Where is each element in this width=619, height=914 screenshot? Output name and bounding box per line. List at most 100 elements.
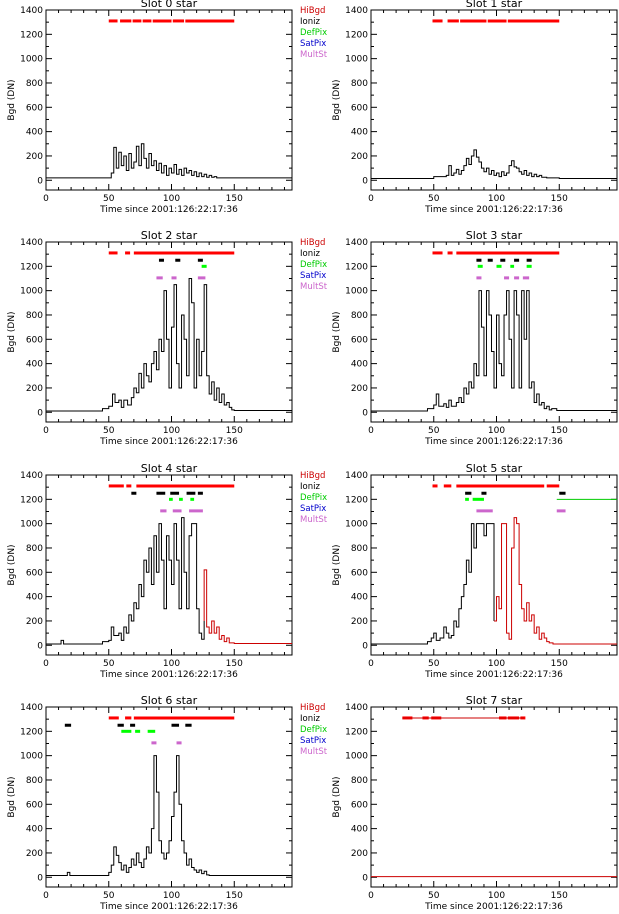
y-tick-label: 600	[351, 800, 368, 810]
x-tick-label: 150	[226, 659, 243, 669]
chart-panel-0: Slot 0 star 0 50 100 150 0 200 400 600 800 1000 120…	[7, 0, 328, 215]
chart-panel-5: Slot 5 star 0 50 100 150 0 200 400 600 800 1000 120…	[332, 462, 618, 680]
y-tick-label: 600	[26, 568, 43, 578]
legend-entry-ioniz: Ioniz	[300, 249, 320, 259]
y-tick-label: 1200	[345, 727, 368, 737]
y-tick-label: 200	[351, 152, 368, 162]
y-tick-label: 1400	[345, 703, 368, 713]
plot-area	[46, 251, 292, 412]
y-tick-label: 1200	[20, 495, 43, 505]
y-tick-label: 400	[351, 128, 368, 138]
x-axis-label: Time since 2001:126:22:17:36	[99, 670, 238, 680]
y-tick-label: 1000	[345, 287, 368, 297]
x-tick-label: 150	[551, 659, 568, 669]
y-tick-label: 1000	[20, 55, 43, 65]
chart-title: Slot 0 star	[141, 0, 198, 10]
x-tick-label: 0	[43, 659, 49, 669]
x-tick-label: 0	[43, 194, 49, 204]
chart-panel-6: Slot 6 star 0 50 100 150 0 200 400 600 800 1000 120…	[7, 694, 328, 912]
plot-area	[371, 484, 617, 645]
x-tick-label: 150	[226, 891, 243, 901]
y-tick-label: 400	[351, 360, 368, 370]
y-axis-label: Bgd (DN)	[332, 311, 342, 352]
y-tick-label: 1200	[20, 262, 43, 272]
plot-area	[371, 19, 617, 179]
chart-panel-7: Slot 7 star 0 50 100 150 0 200 400 600 800 1000 120…	[332, 694, 618, 912]
y-tick-label: 1000	[20, 287, 43, 297]
y-axis-label: Bgd (DN)	[7, 776, 17, 817]
y-tick-label: 200	[26, 617, 43, 627]
y-tick-label: 800	[26, 776, 43, 786]
x-tick-label: 0	[368, 891, 374, 901]
x-tick-label: 150	[226, 426, 243, 436]
y-tick-label: 1200	[345, 262, 368, 272]
y-tick-label: 200	[26, 384, 43, 394]
y-tick-label: 800	[26, 79, 43, 89]
y-axis-label: Bgd (DN)	[332, 776, 342, 817]
legend-entry-hibgd: HiBgd	[300, 471, 325, 481]
y-tick-label: 400	[26, 128, 43, 138]
legend-entry-defpix: DefPix	[300, 28, 327, 38]
x-tick-label: 100	[163, 194, 180, 204]
legend-entry-multst: MultSt	[300, 50, 328, 60]
x-axis-label: Time since 2001:126:22:17:36	[99, 205, 238, 215]
y-tick-label: 0	[37, 408, 43, 418]
x-tick-label: 100	[488, 426, 505, 436]
y-tick-label: 0	[362, 641, 368, 651]
plot-area	[371, 716, 617, 878]
x-tick-label: 50	[103, 194, 115, 204]
y-axis-label: Bgd (DN)	[7, 311, 17, 352]
y-tick-label: 600	[26, 800, 43, 810]
chart-title: Slot 1 star	[466, 0, 523, 10]
chart-panel-3: Slot 3 star 0 50 100 150 0 200 400 600 800 1000 120…	[332, 229, 618, 447]
y-tick-label: 800	[26, 544, 43, 554]
x-tick-label: 50	[103, 659, 115, 669]
y-tick-label: 800	[351, 79, 368, 89]
x-tick-label: 50	[428, 891, 440, 901]
chart-panel-4: Slot 4 star 0 50 100 150 0 200 400 600 800 1000 120…	[7, 462, 328, 680]
y-tick-label: 1200	[345, 30, 368, 40]
background-series-line-1	[494, 517, 617, 645]
legend-entry-satpix: SatPix	[300, 736, 326, 746]
x-axis-label: Time since 2001:126:22:17:36	[424, 670, 563, 680]
x-tick-label: 50	[428, 426, 440, 436]
x-tick-label: 100	[163, 891, 180, 901]
y-tick-label: 1400	[20, 703, 43, 713]
y-tick-label: 0	[362, 408, 368, 418]
y-tick-label: 1400	[20, 238, 43, 248]
y-tick-label: 600	[26, 335, 43, 345]
background-series-line-0	[46, 755, 292, 876]
y-tick-label: 400	[351, 593, 368, 603]
plot-area	[46, 19, 292, 179]
y-tick-label: 200	[351, 617, 368, 627]
x-tick-label: 100	[488, 659, 505, 669]
y-tick-label: 1200	[20, 727, 43, 737]
y-tick-label: 800	[26, 311, 43, 321]
legend-entry-satpix: SatPix	[300, 39, 326, 49]
y-axis-label: Bgd (DN)	[7, 79, 17, 120]
y-tick-label: 0	[37, 176, 43, 186]
legend-entry-defpix: DefPix	[300, 725, 327, 735]
x-tick-label: 50	[428, 659, 440, 669]
background-series-line-0	[371, 523, 495, 645]
plot-frame	[370, 9, 618, 191]
background-series-line-0	[371, 290, 617, 412]
y-axis-label: Bgd (DN)	[332, 544, 342, 585]
y-axis-label: Bgd (DN)	[332, 79, 342, 120]
y-tick-label: 400	[26, 360, 43, 370]
x-tick-label: 0	[43, 426, 49, 436]
chart-title: Slot 7 star	[466, 694, 523, 707]
chart-title: Slot 3 star	[466, 229, 523, 242]
y-tick-label: 400	[26, 593, 43, 603]
legend-entry-satpix: SatPix	[300, 504, 326, 514]
background-series-line-1	[203, 569, 292, 644]
x-tick-label: 50	[428, 194, 440, 204]
y-tick-label: 0	[362, 176, 368, 186]
legend-entry-ioniz: Ioniz	[300, 17, 320, 27]
plot-frame	[370, 706, 618, 888]
legend-entry-ioniz: Ioniz	[300, 482, 320, 492]
legend-entry-multst: MultSt	[300, 747, 328, 757]
y-tick-label: 1000	[345, 55, 368, 65]
plot-frame	[370, 474, 618, 656]
x-axis-label: Time since 2001:126:22:17:36	[99, 437, 238, 447]
